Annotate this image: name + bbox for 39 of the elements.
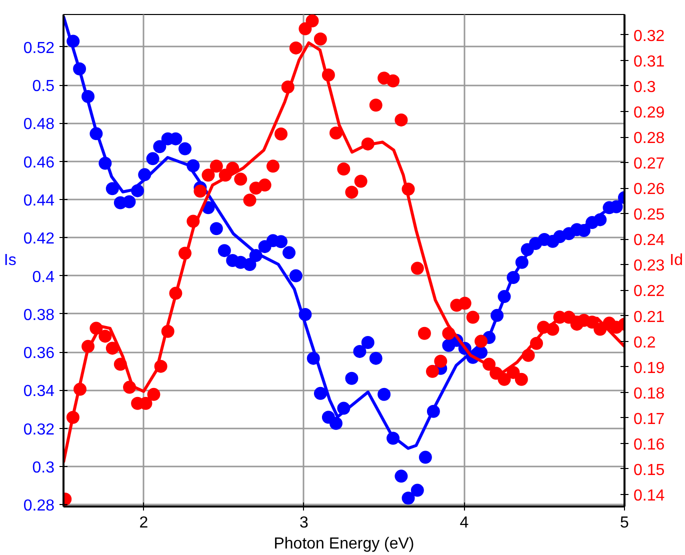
y2-tick-label: 0.27 xyxy=(634,156,665,173)
y2-axis-title: Id xyxy=(670,252,683,269)
y2-tick-label: 0.31 xyxy=(634,53,665,70)
y-tick-label: 0.52 xyxy=(23,40,55,57)
y2-tick-label: 0.19 xyxy=(634,360,665,377)
y2-tick-label: 0.28 xyxy=(634,130,665,148)
y-tick-label: 0.44 xyxy=(23,192,55,210)
y2-tick-label: 0.21 xyxy=(634,308,665,326)
x-tick-label: 2 xyxy=(139,514,148,532)
y2-tick-label: 0.14 xyxy=(634,488,665,504)
y2-tick-label: 0.26 xyxy=(634,181,665,198)
x-axis-title: Photon Energy (eV) xyxy=(274,536,414,552)
y-tick-label: 0.42 xyxy=(23,230,55,248)
y2-tick-label: 0.2 xyxy=(634,334,656,352)
y-tick-label: 0.48 xyxy=(23,116,55,134)
x-tick-label: 4 xyxy=(460,514,469,532)
y-tick-label: 0.38 xyxy=(23,306,55,324)
y-axis-title: Is xyxy=(4,252,16,269)
y2-tick-label: 0.24 xyxy=(634,232,665,250)
y2-tick-label: 0.32 xyxy=(634,28,665,45)
y2-tick-label: 0.29 xyxy=(634,104,665,122)
y2-tick-label: 0.25 xyxy=(634,206,665,224)
y2-tick-label: 0.22 xyxy=(634,283,665,300)
y2-tick-label: 0.15 xyxy=(634,462,665,479)
y2-tick-label: 0.3 xyxy=(634,78,656,96)
y-tick-label: 0.4 xyxy=(32,268,55,286)
y-tick-label: 0.5 xyxy=(32,78,55,96)
y2-tick-label: 0.23 xyxy=(634,258,665,275)
y-tick-label: 0.3 xyxy=(32,459,55,476)
x-tick-label: 5 xyxy=(620,514,630,532)
y-tick-label: 0.36 xyxy=(23,345,55,362)
y-tick-label: 0.34 xyxy=(23,383,55,400)
y2-tick-label: 0.18 xyxy=(634,385,665,402)
y-tick-label: 0.32 xyxy=(23,421,55,438)
x-tick-label: 3 xyxy=(299,514,308,532)
y2-tick-label: 0.17 xyxy=(634,410,665,428)
y2-tick-label: 0.16 xyxy=(634,436,665,454)
y-tick-label: 0.28 xyxy=(23,498,55,515)
y-tick-label: 0.46 xyxy=(23,154,55,172)
